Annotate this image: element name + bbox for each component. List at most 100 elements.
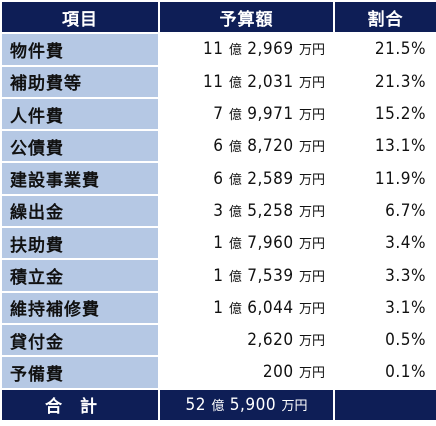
row-amount: 6 億 2,589 万円 [160,163,333,194]
row-man-unit: 万円 [298,366,325,382]
row-oku-unit: 億 [228,301,242,317]
row-item-label: 人件費 [2,98,158,130]
row-oku-value: 1 [213,265,224,286]
total-amount: 52 億 5,900 万円 [160,389,333,420]
row-oku-unit: 億 [228,140,242,156]
row-oku-value: 1 [213,297,224,318]
total-oku-value: 52 [185,394,206,415]
table-row: 公債費 6 億 8,720 万円 13.1% [2,131,436,162]
row-man-value: 2,031 [247,71,294,92]
table-row: 補助費等 11 億 2,031 万円 21.3% [2,66,436,97]
row-man-value: 5,258 [247,200,294,221]
table-header: 項目 予算額 割合 [2,2,436,33]
header-amount: 予算額 [160,2,333,33]
row-oku-value: 6 [213,136,224,157]
row-ratio: 11.9% [335,163,436,194]
row-oku-unit: 億 [228,237,242,253]
row-ratio: 0.5% [335,324,436,356]
row-man-unit: 万円 [298,334,325,350]
row-ratio: 21.3% [335,66,436,97]
row-oku-value: 11 [203,39,224,60]
header-ratio: 割合 [335,2,436,33]
row-oku-unit: 億 [228,43,242,59]
row-man-unit: 万円 [298,172,325,188]
row-oku-unit: 億 [228,108,242,124]
row-item-label: 貸付金 [2,324,158,356]
row-amount: 1 億 7,539 万円 [160,260,333,291]
row-man-value: 7,960 [247,233,294,254]
row-oku-value: 1 [213,233,224,254]
row-man-unit: 万円 [298,75,325,91]
table-row: 予備費 200 万円 0.1% [2,357,436,388]
table-row: 繰出金 3 億 5,258 万円 6.7% [2,195,436,227]
row-amount: 7 億 9,971 万円 [160,98,333,130]
row-ratio: 13.1% [335,131,436,162]
total-row: 合計 52 億 5,900 万円 [2,389,436,420]
row-man-unit: 万円 [298,269,325,285]
row-amount: 11 億 2,969 万円 [160,34,333,65]
header-item: 項目 [2,2,158,33]
row-man-unit: 万円 [298,140,325,156]
row-item-label: 補助費等 [2,66,158,97]
total-ratio [335,389,436,420]
row-oku-value: 3 [213,200,224,221]
row-man-value: 200 [262,362,294,383]
header-row: 項目 予算額 割合 [2,2,436,33]
row-oku-unit: 億 [228,172,242,188]
row-ratio: 0.1% [335,357,436,388]
row-man-value: 2,589 [247,168,294,189]
row-item-label: 維持補修費 [2,292,158,323]
row-ratio: 3.4% [335,228,436,259]
table-row: 人件費 7 億 9,971 万円 15.2% [2,98,436,130]
total-man-value: 5,900 [229,394,277,415]
row-man-value: 6,044 [247,297,294,318]
row-man-unit: 万円 [298,108,325,124]
row-item-label: 繰出金 [2,195,158,227]
row-ratio: 6.7% [335,195,436,227]
row-amount: 3 億 5,258 万円 [160,195,333,227]
row-item-label: 公債費 [2,131,158,162]
total-oku-unit: 億 [211,398,225,414]
row-ratio: 15.2% [335,98,436,130]
row-man-value: 8,720 [247,136,294,157]
row-ratio: 3.3% [335,260,436,291]
row-amount: 6 億 8,720 万円 [160,131,333,162]
row-ratio: 21.5% [335,34,436,65]
row-oku-unit: 億 [228,269,242,285]
row-item-label: 物件費 [2,34,158,65]
row-item-label: 建設事業費 [2,163,158,194]
row-amount: 11 億 2,031 万円 [160,66,333,97]
row-man-value: 7,539 [247,265,294,286]
row-oku-value: 7 [213,104,224,125]
total-label: 合計 [2,389,158,420]
row-item-label: 扶助費 [2,228,158,259]
row-oku-value: 6 [213,168,224,189]
row-man-unit: 万円 [298,204,325,220]
row-oku-value: 11 [203,71,224,92]
row-man-unit: 万円 [298,301,325,317]
row-amount: 2,620 万円 [160,324,333,356]
table-row: 積立金 1 億 7,539 万円 3.3% [2,260,436,291]
table-row: 貸付金 2,620 万円 0.5% [2,324,436,356]
total-man-unit: 万円 [281,398,308,414]
table-body: 物件費 11 億 2,969 万円 21.5% 補助費等 11 億 2,031 万円 21… [2,34,436,388]
row-man-value: 2,969 [247,39,294,60]
table-footer: 合計 52 億 5,900 万円 [2,389,436,420]
table-row: 維持補修費 1 億 6,044 万円 3.1% [2,292,436,323]
row-man-value: 9,971 [247,104,294,125]
row-amount: 1 億 6,044 万円 [160,292,333,323]
row-man-unit: 万円 [298,43,325,59]
row-oku-unit: 億 [228,75,242,91]
row-oku-unit: 億 [228,204,242,220]
row-amount: 200 万円 [160,357,333,388]
table-row: 扶助費 1 億 7,960 万円 3.4% [2,228,436,259]
row-item-label: 積立金 [2,260,158,291]
table-row: 物件費 11 億 2,969 万円 21.5% [2,34,436,65]
row-item-label: 予備費 [2,357,158,388]
row-man-unit: 万円 [298,237,325,253]
row-man-value: 2,620 [247,330,294,351]
table-row: 建設事業費 6 億 2,589 万円 11.9% [2,163,436,194]
row-ratio: 3.1% [335,292,436,323]
row-amount: 1 億 7,960 万円 [160,228,333,259]
